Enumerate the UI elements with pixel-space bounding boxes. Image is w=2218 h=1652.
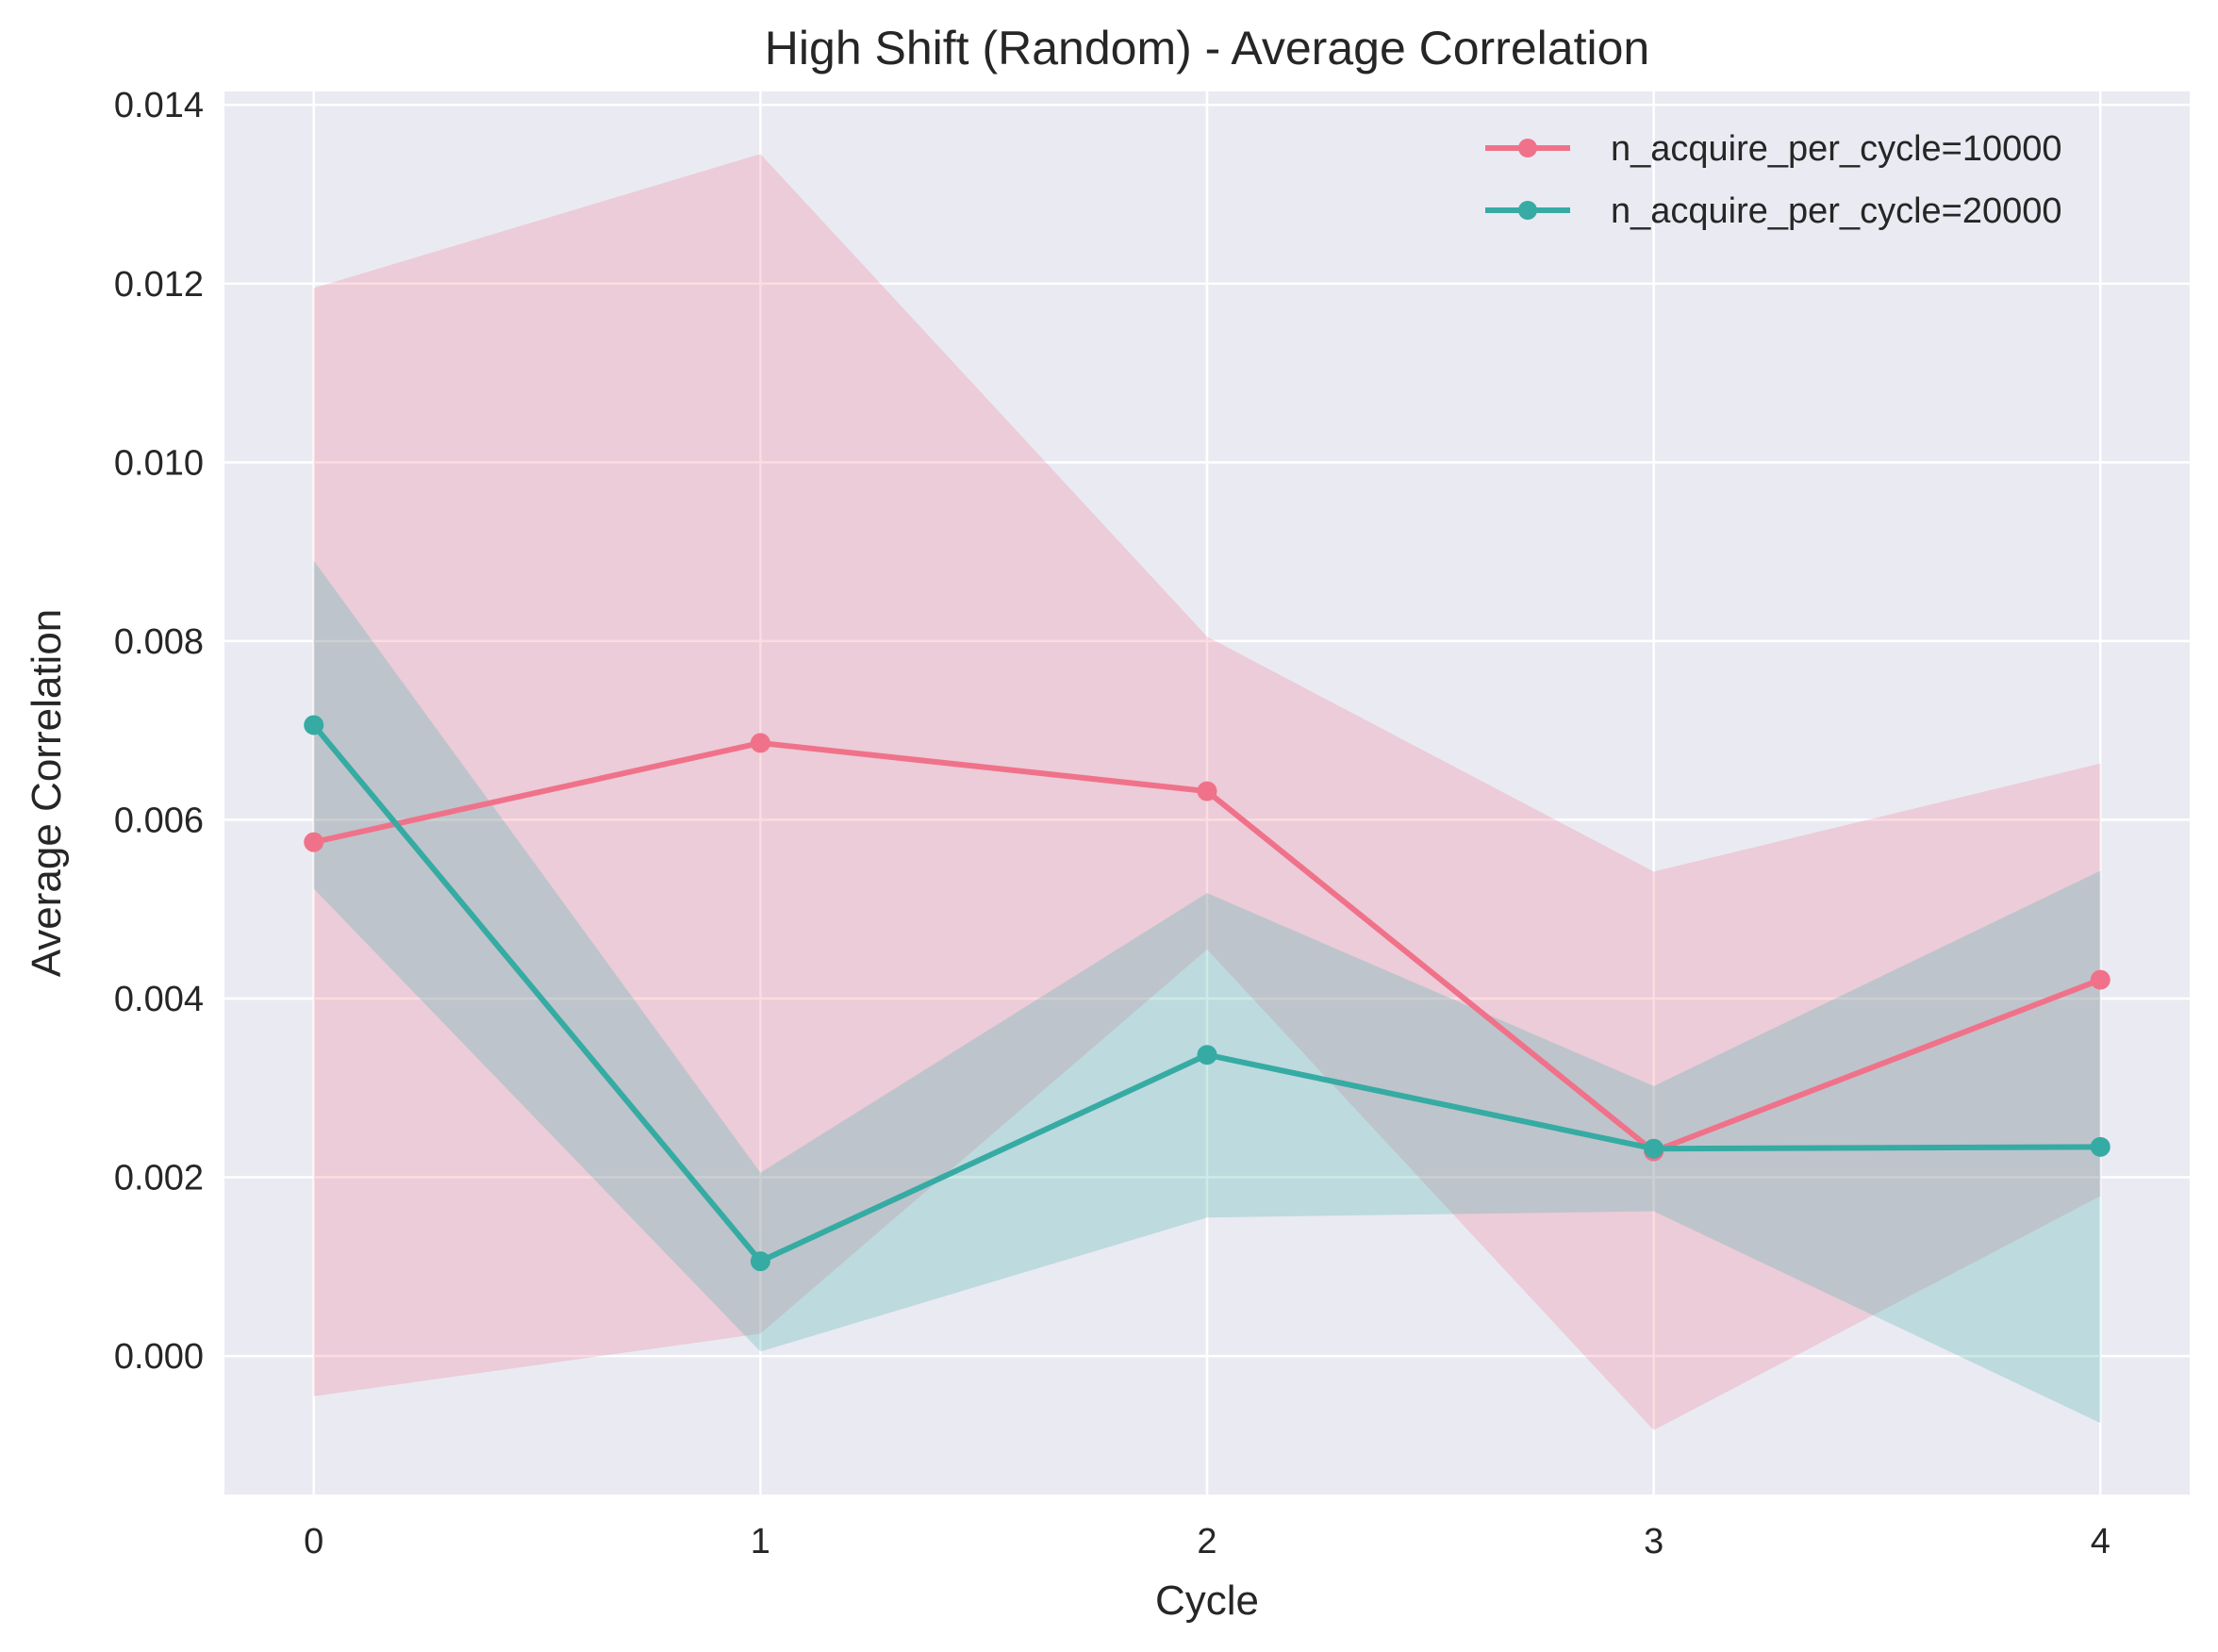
y-axis-label: Average Correlation: [24, 609, 70, 978]
y-tick-label: 0.008: [114, 622, 204, 662]
y-tick-label: 0.002: [114, 1159, 204, 1198]
data-point-series-2: [2090, 1136, 2110, 1157]
legend-label-2: n_acquire_per_cycle=20000: [1611, 191, 2062, 231]
data-point-series-2: [1644, 1138, 1664, 1159]
data-point-series-2: [1197, 1045, 1217, 1066]
series-points: [304, 715, 2110, 1272]
data-point-series-1: [750, 733, 770, 753]
data-point-series-2: [304, 715, 324, 735]
data-point-series-1: [1197, 781, 1217, 801]
legend-marker-1: [1518, 139, 1537, 157]
chart-title: High Shift (Random) - Average Correlatio…: [765, 22, 1649, 74]
y-tick-label: 0.012: [114, 265, 204, 305]
x-axis-label: Cycle: [1155, 1578, 1259, 1624]
data-point-series-1: [304, 832, 324, 852]
grid-lines: [224, 91, 2190, 1495]
legend-entry-2: n_acquire_per_cycle=20000: [1485, 191, 2062, 231]
confidence-band-2: [313, 560, 2101, 1424]
y-tick-label: 0.000: [114, 1337, 204, 1377]
x-tick-label: 3: [1644, 1522, 1664, 1561]
y-tick-label: 0.014: [114, 86, 204, 125]
data-point-series-1: [2090, 969, 2110, 990]
x-tick-label: 1: [751, 1522, 770, 1561]
y-tick-label: 0.004: [114, 980, 204, 1019]
y-tick-label: 0.006: [114, 801, 204, 840]
x-tick-label: 0: [304, 1522, 323, 1561]
legend-label-1: n_acquire_per_cycle=10000: [1611, 129, 2062, 169]
legend-marker-2: [1518, 201, 1537, 220]
legend-entry-1: n_acquire_per_cycle=10000: [1485, 129, 2062, 169]
x-tick-label: 2: [1197, 1522, 1217, 1561]
x-tick-label: 4: [2091, 1522, 2110, 1561]
data-point-series-2: [750, 1251, 770, 1272]
tick-labels: 0 1 2 3 4 0.000 0.002 0.004 0.006 0.008 0.010 0.012…: [114, 86, 2110, 1561]
legend: n_acquire_per_cycle=10000 n_acquire_per_…: [1485, 129, 2062, 231]
y-tick-label: 0.010: [114, 443, 204, 483]
